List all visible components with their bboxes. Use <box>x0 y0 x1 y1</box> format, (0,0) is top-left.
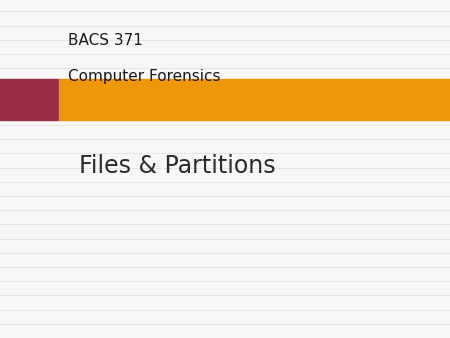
Text: BACS 371: BACS 371 <box>68 33 142 48</box>
Text: Computer Forensics: Computer Forensics <box>68 69 220 83</box>
Text: Files & Partitions: Files & Partitions <box>79 153 275 178</box>
Bar <box>0 79 58 120</box>
Bar <box>58 79 450 120</box>
